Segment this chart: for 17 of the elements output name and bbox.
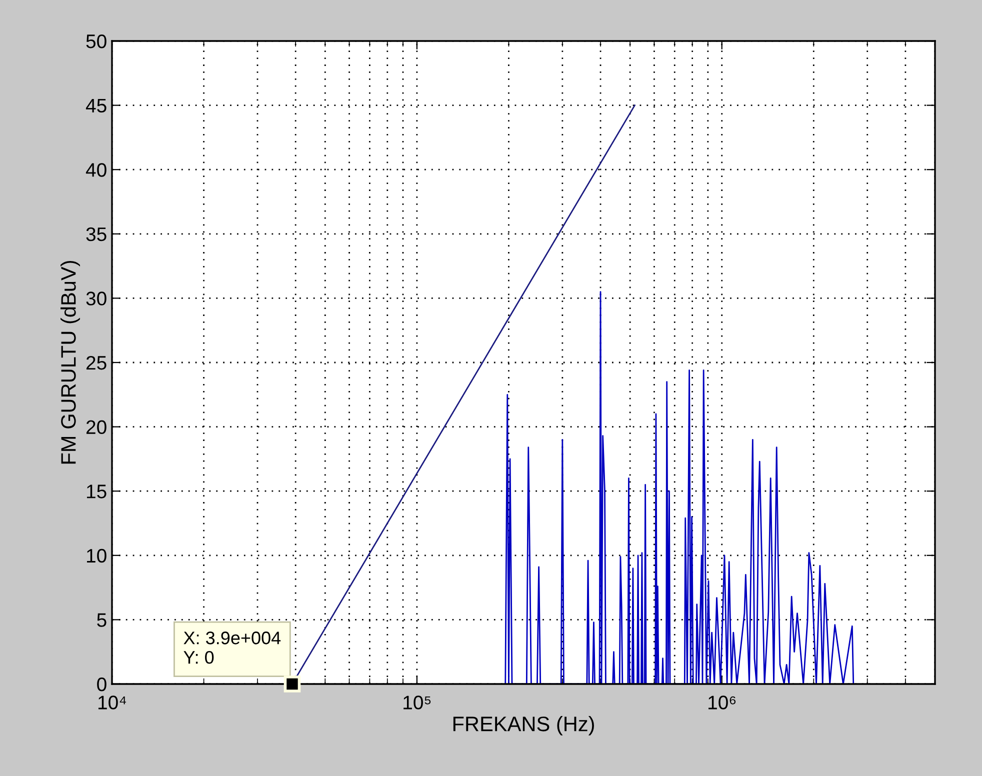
y-tick-label: 0 [97, 677, 106, 692]
y-tick-label: 20 [86, 420, 106, 434]
y-tick-label: 30 [86, 292, 106, 306]
y-tick-label: 10 [86, 548, 106, 563]
y-tick-label: 5 [97, 613, 106, 627]
y-tick-label: 25 [86, 356, 106, 370]
y-tick-label: 50 [86, 34, 106, 48]
y-tick-label: 40 [86, 163, 106, 177]
x-tick-label: 10⁵ [404, 696, 431, 710]
x-tick-label: 10⁴ [98, 696, 126, 710]
y-tick-label: 15 [86, 484, 106, 498]
y-tick-label: 35 [86, 227, 106, 242]
y-axis-title: FM GURULTU (dBuV) [60, 260, 80, 464]
x-tick-label: 10⁶ [708, 696, 736, 710]
x-axis-title: FREKANS (Hz) [453, 716, 594, 736]
annotation: X: 3.9e+004 Y: 0 [184, 632, 281, 664]
y-tick-label: 45 [86, 98, 106, 113]
